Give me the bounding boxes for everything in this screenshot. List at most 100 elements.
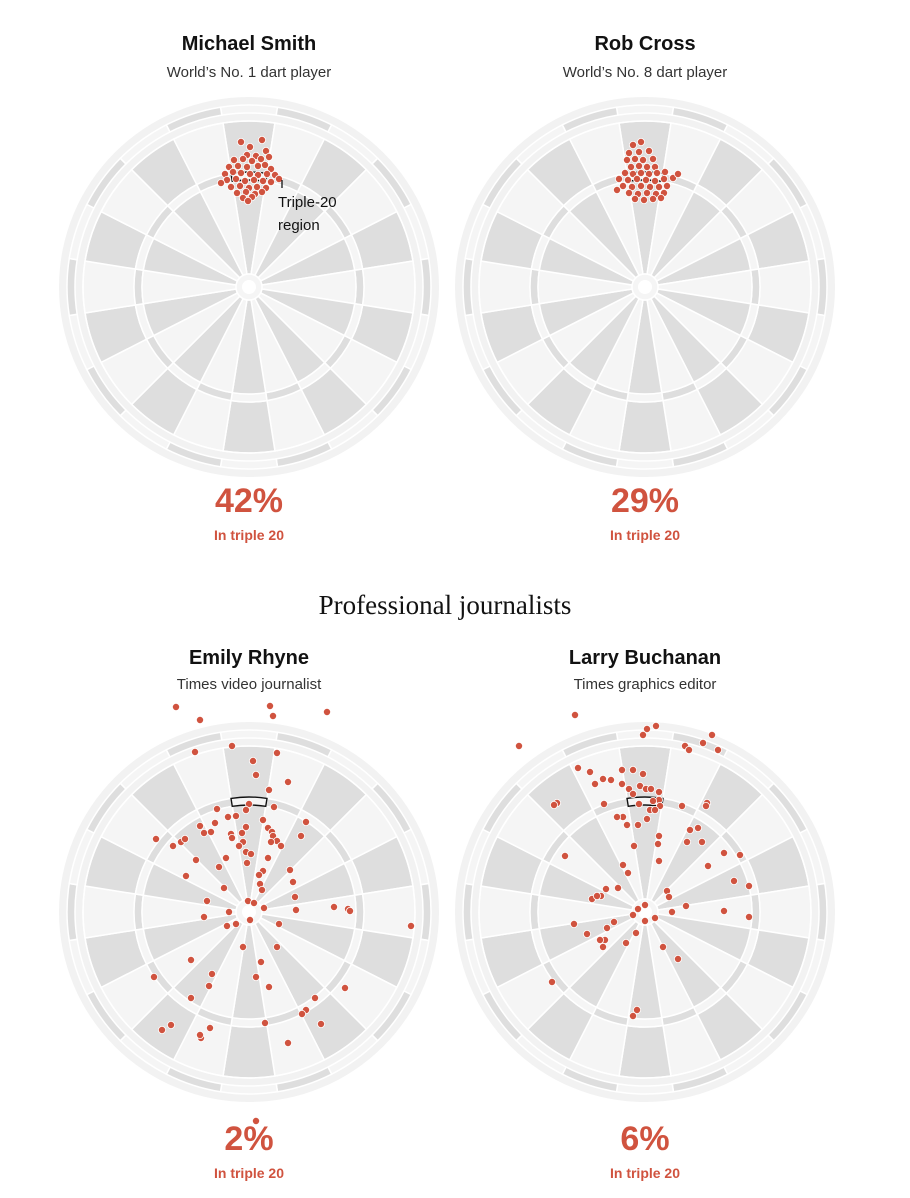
- dart-point: [223, 813, 232, 822]
- dart-point: [683, 838, 692, 847]
- double-ring-segment: [816, 882, 828, 942]
- dart-point: [649, 154, 657, 163]
- dart-point: [231, 812, 240, 821]
- dart-point: [652, 721, 660, 730]
- outer-single-segment: [478, 260, 533, 314]
- dart-point: [191, 747, 200, 756]
- triple-20-outline: [230, 796, 268, 808]
- double-ring-segment: [219, 729, 279, 741]
- dart-point: [720, 849, 729, 858]
- dart-point: [231, 175, 240, 184]
- dart-point: [626, 163, 635, 172]
- dart-point: [658, 942, 667, 951]
- dart-point: [289, 878, 298, 887]
- dart-point: [599, 942, 608, 951]
- dart-point: [264, 983, 273, 992]
- dart-point: [637, 182, 645, 191]
- dart-point: [612, 813, 621, 822]
- dart-point: [265, 701, 274, 710]
- dart-point: [238, 942, 247, 951]
- dart-point: [639, 769, 647, 778]
- dart-point: [686, 826, 695, 835]
- dart-point: [228, 168, 237, 177]
- dart-point: [634, 147, 643, 156]
- dart-point: [323, 707, 332, 716]
- dart-point: [244, 197, 252, 206]
- dart-point: [678, 802, 687, 811]
- dart-point: [730, 877, 739, 886]
- dart-point: [252, 973, 260, 982]
- dart-point: [196, 715, 205, 724]
- dart-point: [187, 956, 196, 965]
- double-ring-segment: [561, 106, 619, 133]
- double-ring-segment: [420, 257, 432, 317]
- dart-point: [234, 842, 243, 851]
- double-ring-segment: [462, 882, 474, 942]
- dart-point: [586, 767, 595, 776]
- annotation-line-2: region: [278, 217, 320, 234]
- dart-point: [215, 863, 224, 872]
- dart-point: [652, 169, 661, 178]
- dart-point: [311, 994, 320, 1003]
- dart-point: [246, 170, 254, 179]
- dart-point: [623, 176, 632, 185]
- player-subtitle: World’s No. 1 dart player: [166, 64, 332, 81]
- player-name: Rob Cross: [594, 33, 696, 55]
- dart-point: [653, 840, 662, 849]
- bullseye: [638, 280, 652, 294]
- dart-point: [647, 785, 655, 794]
- player-subtitle: Times graphics editor: [573, 676, 717, 693]
- dart-point: [596, 935, 605, 944]
- dart-point: [231, 919, 240, 928]
- dart-point: [252, 770, 260, 779]
- dart-point: [227, 834, 236, 843]
- dart-point: [254, 162, 262, 171]
- section-title: Professional journalists: [318, 590, 572, 620]
- dart-point: [257, 885, 266, 894]
- outer-single-segment: [82, 885, 137, 939]
- dart-point: [249, 756, 257, 765]
- dart-point: [618, 861, 627, 870]
- dart-point: [702, 802, 711, 811]
- dart-point: [736, 851, 745, 860]
- player-name: Larry Buchanan: [568, 647, 722, 669]
- dart-point: [255, 871, 263, 880]
- dart-point: [219, 883, 228, 892]
- dart-point: [206, 1024, 215, 1033]
- dartboard: [455, 97, 835, 477]
- dart-point: [633, 905, 642, 913]
- dart-point: [237, 829, 246, 838]
- player-subtitle: World’s No. 8 dart player: [562, 64, 728, 81]
- ring-divider: [82, 745, 416, 1079]
- double-ring-segment: [66, 257, 78, 317]
- triple-20-label: In triple 20: [213, 527, 285, 543]
- outer-single-segment: [82, 260, 137, 314]
- dart-point: [654, 832, 663, 841]
- dart-point: [298, 1010, 307, 1019]
- triple-20-percent: 42%: [214, 482, 284, 520]
- outer-single-segment: [757, 260, 812, 314]
- dart-point: [266, 838, 275, 847]
- double-ring-segment: [561, 731, 619, 758]
- dart-point: [274, 919, 283, 928]
- dart-point: [238, 154, 247, 163]
- dart-point: [297, 832, 306, 841]
- dart-point: [256, 154, 265, 163]
- dart-point: [630, 195, 639, 204]
- dart-point: [192, 856, 201, 865]
- dart-point: [187, 994, 196, 1003]
- dart-point: [205, 982, 214, 991]
- dart-point: [673, 170, 682, 179]
- outer-single-segment: [361, 885, 416, 939]
- player-subtitle: Times video journalist: [176, 676, 322, 693]
- dart-point: [213, 805, 222, 814]
- dart-point: [260, 161, 269, 170]
- dart-point: [624, 189, 633, 198]
- dart-point: [613, 883, 622, 892]
- dart-point: [673, 955, 682, 964]
- bullseye: [242, 280, 256, 294]
- dart-point: [247, 850, 255, 859]
- dart-point: [226, 183, 235, 192]
- dart-point: [632, 175, 641, 184]
- dart-point: [632, 1006, 641, 1015]
